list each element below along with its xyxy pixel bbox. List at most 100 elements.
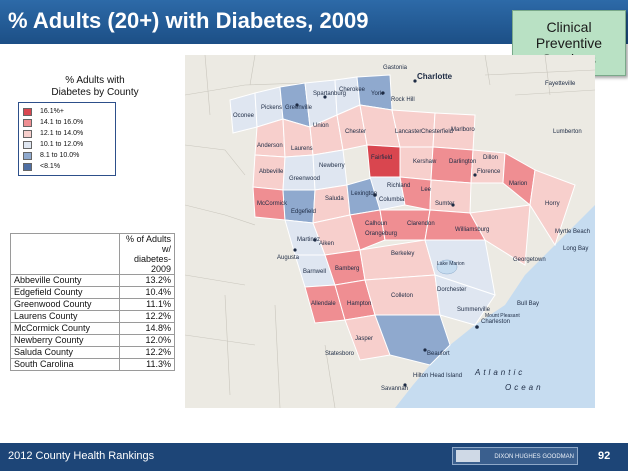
- place-label: Florence: [477, 169, 501, 175]
- legend-item: 10.1 to 12.0%: [23, 139, 111, 150]
- place-label: Anderson: [257, 143, 283, 149]
- place-label: Beaufort: [427, 351, 450, 357]
- place-label: Lumberton: [553, 129, 582, 135]
- county-label: Pickens: [261, 105, 282, 111]
- county-label: Horry: [545, 201, 560, 207]
- county-newberry: [312, 149, 348, 191]
- county-label: Saluda: [325, 196, 344, 202]
- county-name: Saluda County: [10, 346, 120, 359]
- logo-mark-icon: [456, 450, 480, 462]
- place-label: Georgetown: [513, 257, 546, 263]
- county-label: Clarendon: [407, 221, 435, 227]
- table-row: Laurens County 12.2%: [10, 310, 175, 323]
- place-label: Greenwood: [289, 176, 320, 182]
- county-darlington: [430, 146, 474, 184]
- place-label: Statesboro: [325, 351, 355, 357]
- county-label: Berkeley: [391, 251, 414, 257]
- county-label: Lee: [421, 187, 432, 193]
- legend-box: 16.1%+ 14.1 to 16.0% 12.1 to 14.0% 10.1 …: [18, 102, 116, 176]
- legend-item: 8.1 to 10.0%: [23, 150, 111, 161]
- county-edgefield: [282, 189, 316, 224]
- table-row: South Carolina 11.3%: [10, 358, 175, 371]
- legend-swatch: [23, 162, 32, 171]
- lake-marion: [436, 259, 458, 275]
- county-value: 12.2%: [119, 346, 175, 359]
- county-value: 11.1%: [119, 298, 175, 311]
- county-label: McCormick: [257, 201, 288, 207]
- place-label: Savannah: [381, 386, 408, 392]
- place-label: Greenville: [285, 105, 313, 111]
- table-header: % of Adults w/ diabetes- 2009: [119, 233, 175, 275]
- county-map: Gastonia Charlotte Rock Hill Fayettevill…: [185, 55, 595, 408]
- city-dot: [403, 383, 407, 387]
- county-label: Chesterfield: [421, 129, 453, 135]
- county-name: Laurens County: [10, 310, 120, 323]
- county-greenwood: [282, 154, 316, 191]
- county-value: 14.8%: [119, 322, 175, 335]
- map-legend: % Adults with Diabetes by County 16.1%+ …: [10, 75, 180, 176]
- badge-line-2: Preventive: [535, 35, 603, 51]
- city-dot: [323, 95, 327, 99]
- county-georgetown: [469, 204, 531, 266]
- county-horry: [529, 169, 576, 247]
- page-title: % Adults (20+) with Diabetes, 2009: [8, 8, 369, 33]
- table-row: Edgefield County 10.4%: [10, 286, 175, 299]
- county-value: 12.0%: [119, 334, 175, 347]
- county-label: Calhoun: [365, 221, 387, 227]
- legend-swatch: [23, 107, 32, 116]
- county-label: Dillon: [483, 155, 498, 161]
- county-label: Newberry: [319, 163, 345, 169]
- county-name: Edgefield County: [10, 286, 120, 299]
- county-label: Kershaw: [413, 159, 437, 165]
- atlantic-ocean: [395, 205, 595, 408]
- place-label: Aiken: [319, 241, 334, 247]
- legend-item: 14.1 to 16.0%: [23, 117, 111, 128]
- table-row: Greenwood County 11.1%: [10, 298, 175, 311]
- footer-source: 2012 County Health Rankings: [8, 450, 155, 462]
- county-beaufort: [374, 314, 451, 366]
- legend-item: <8.1%: [23, 161, 111, 172]
- county-name: Newberry County: [10, 334, 120, 347]
- county-label: Lancaster: [395, 129, 421, 135]
- place-label: Fayetteville: [545, 81, 576, 87]
- county-label: Abbeville: [259, 169, 284, 175]
- county-label: Allendale: [311, 301, 336, 307]
- place-label: Gastonia: [383, 65, 408, 71]
- county-value: 13.2%: [119, 274, 175, 287]
- city-dot: [423, 348, 427, 352]
- ocean-label: Ocean: [505, 383, 544, 392]
- county-label: Marion: [509, 181, 527, 187]
- sc-counties: [229, 74, 576, 366]
- state-value: 11.3%: [119, 358, 175, 371]
- place-label: Sumter: [435, 201, 454, 207]
- place-label: Bull Bay: [517, 301, 539, 307]
- state-name: South Carolina: [10, 358, 120, 371]
- table-header-row: % of Adults w/ diabetes- 2009: [10, 233, 175, 275]
- county-label: Edgefield: [291, 209, 316, 215]
- place-label: Rock Hill: [391, 97, 415, 103]
- legend-item: 12.1 to 14.0%: [23, 128, 111, 139]
- county-label: York: [371, 91, 384, 97]
- county-name: Abbeville County: [10, 274, 120, 287]
- county-name: Greenwood County: [10, 298, 120, 311]
- footer-logo: DIXON HUGHES GOODMAN: [452, 447, 578, 465]
- city-dot: [413, 79, 417, 83]
- county-label: Laurens: [291, 146, 313, 152]
- county-label: Marlboro: [451, 127, 475, 133]
- county-label: Union: [313, 123, 329, 129]
- legend-title: % Adults with Diabetes by County: [51, 75, 139, 98]
- city-dot: [473, 173, 477, 177]
- table-row: McCormick County 14.8%: [10, 322, 175, 335]
- county-label: Barnwell: [303, 269, 326, 275]
- city-dot: [451, 203, 455, 207]
- table-row: Saluda County 12.2%: [10, 346, 175, 359]
- city-dot: [295, 103, 299, 107]
- county-label: Jasper: [355, 336, 373, 342]
- legend-item: 16.1%+: [23, 106, 111, 117]
- county-florence: [429, 179, 472, 214]
- place-label: Myrtle Beach: [555, 229, 590, 235]
- city-dot: [313, 238, 317, 242]
- city-dot: [381, 91, 385, 95]
- place-label: Summerville: [457, 307, 491, 313]
- place-label: Columbia: [379, 197, 405, 203]
